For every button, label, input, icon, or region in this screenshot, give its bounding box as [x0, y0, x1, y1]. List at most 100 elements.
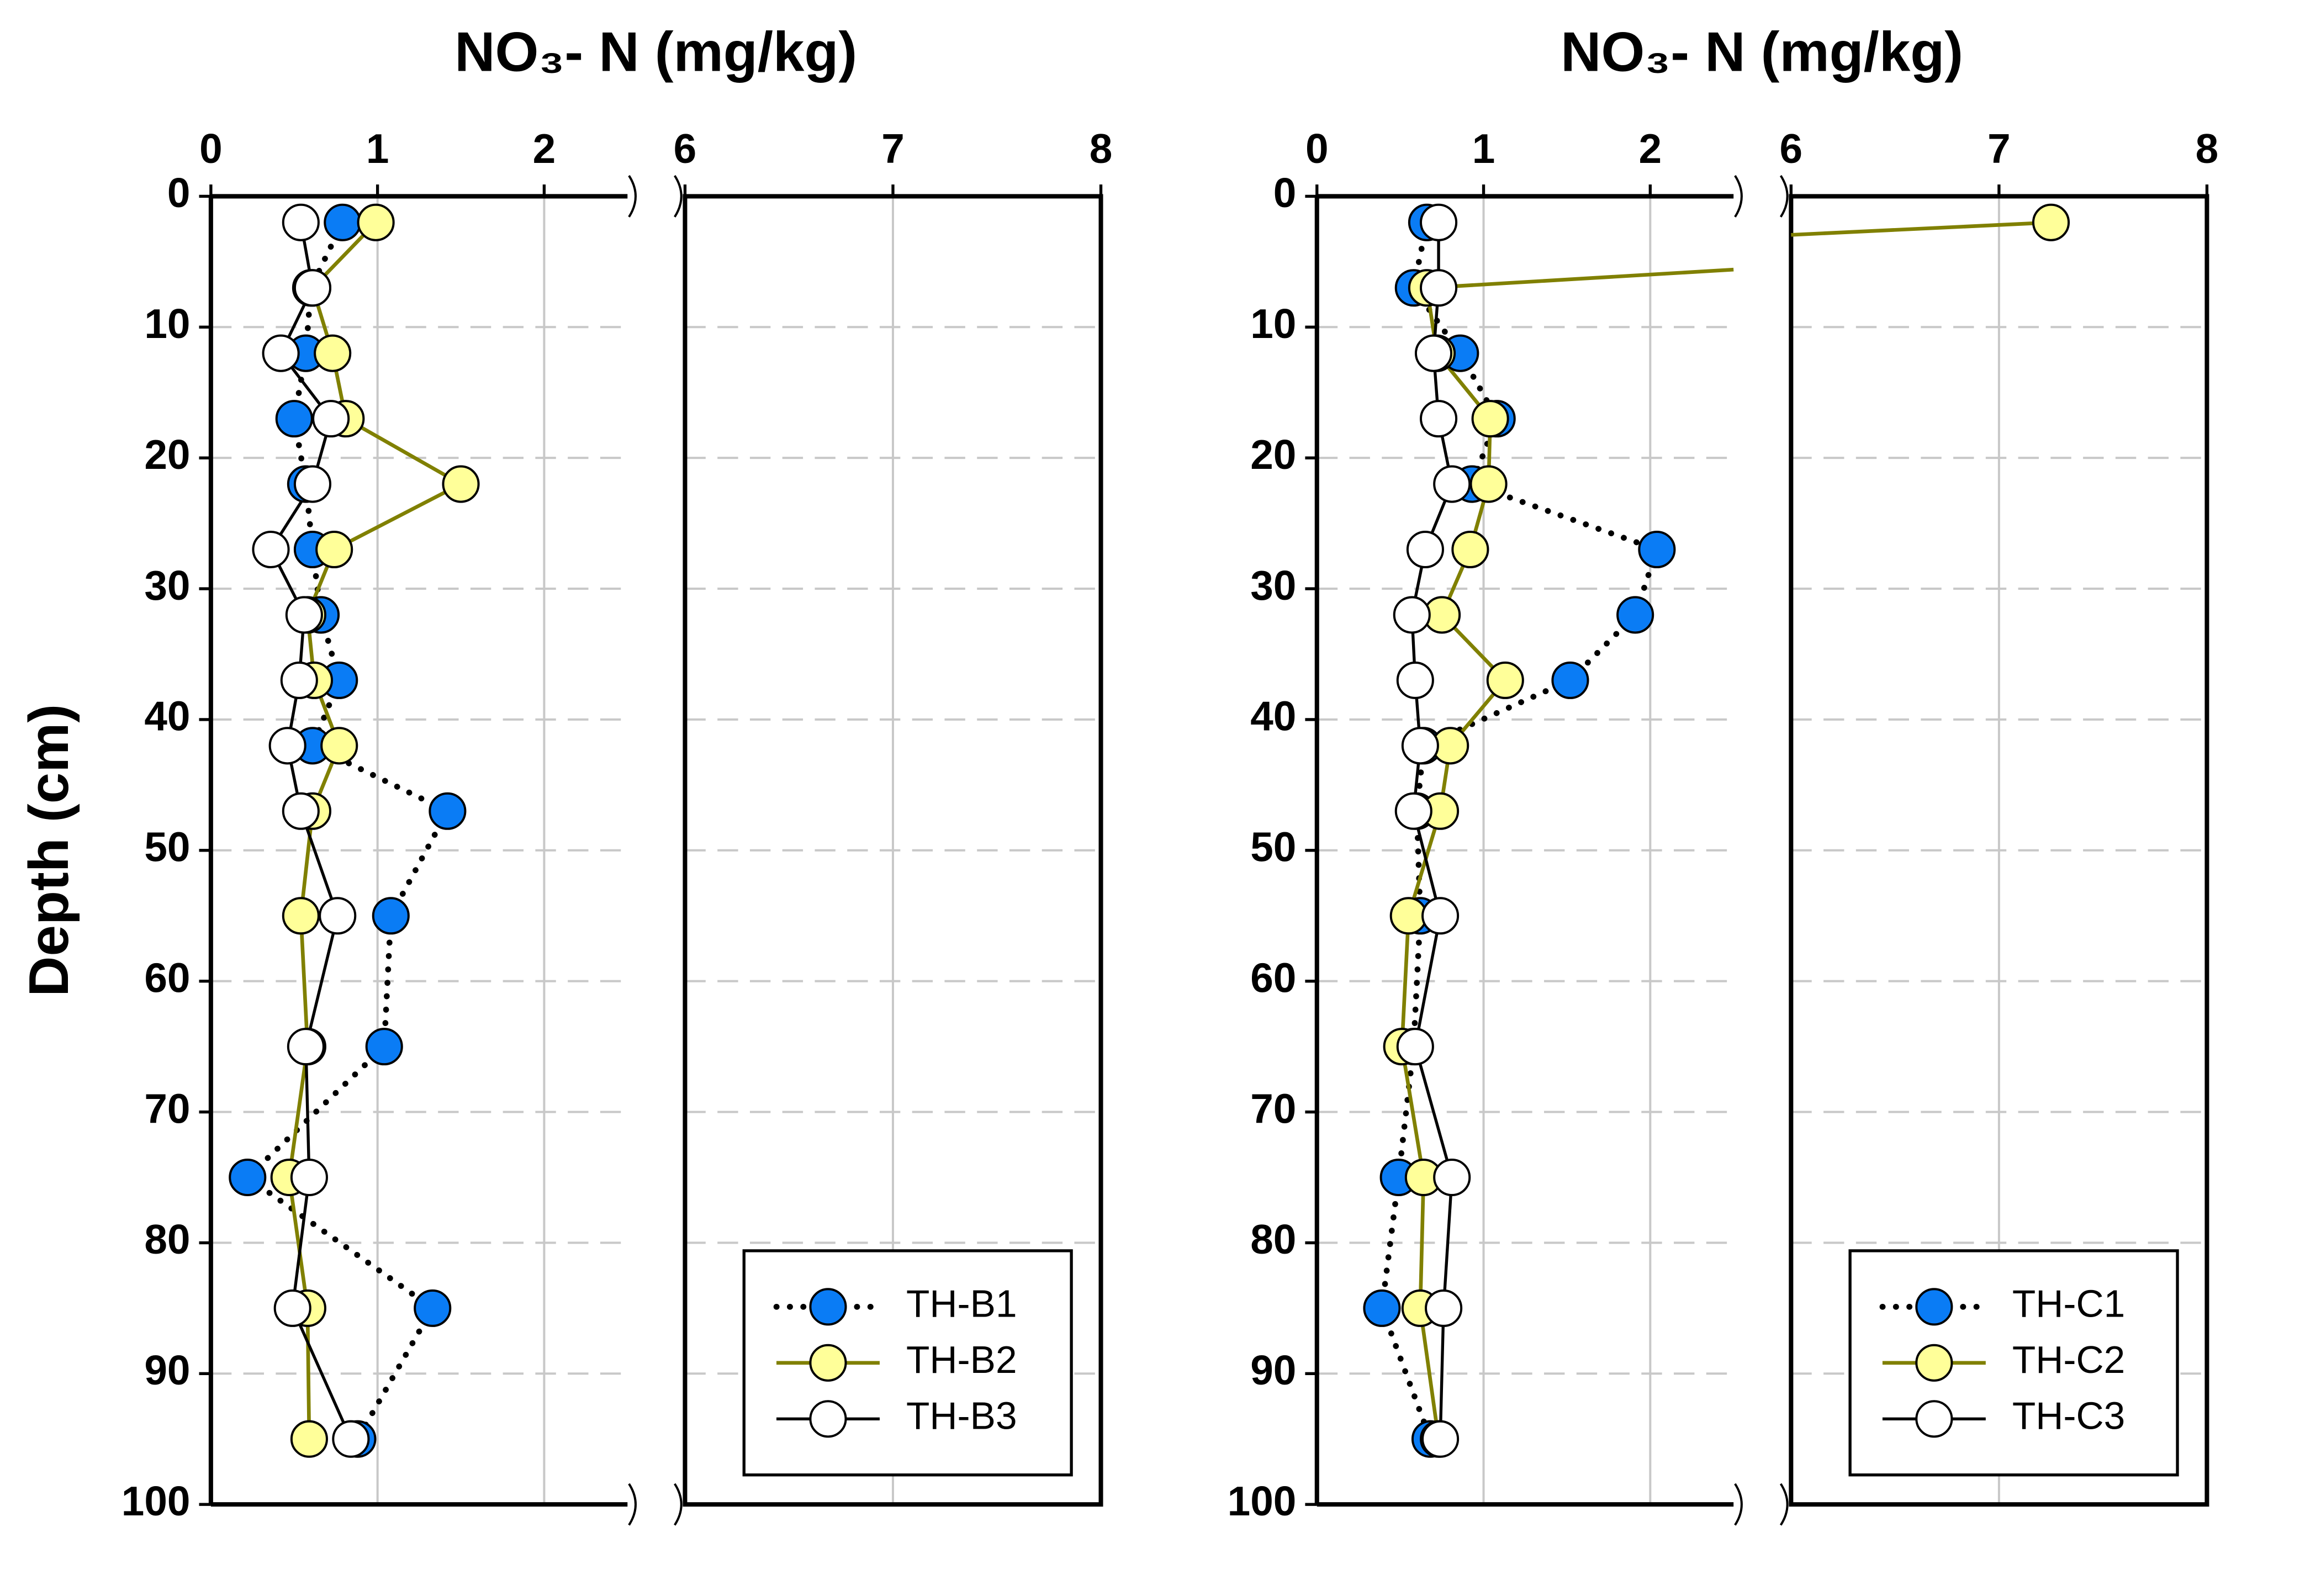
series-line — [1379, 1305, 1434, 1442]
data-point — [293, 465, 332, 503]
x-tick-label: 7 — [881, 125, 905, 172]
data-point — [1414, 334, 1453, 372]
axis-break — [1734, 1483, 1743, 1526]
x-tick-label: 6 — [1780, 125, 1803, 172]
series-line — [291, 1307, 352, 1440]
series-line — [244, 1043, 388, 1181]
data-point — [1406, 530, 1444, 569]
data-point — [1471, 400, 1509, 438]
y-tick-label: 0 — [1273, 170, 1297, 216]
series-line — [1791, 220, 2052, 237]
series-line — [381, 912, 394, 1050]
series-line — [355, 1305, 436, 1442]
data-point — [1616, 596, 1654, 634]
series-line — [1395, 1043, 1417, 1181]
x-tick-label: 0 — [199, 125, 223, 172]
x-tick-label: 8 — [2196, 125, 2219, 172]
x-tick-label: 8 — [1090, 125, 1113, 172]
data-point — [429, 792, 467, 830]
series-line — [291, 1177, 311, 1309]
series-line — [1418, 1308, 1441, 1440]
series-line — [1426, 267, 1734, 290]
axis-break — [628, 175, 637, 218]
y-tick-label: 100 — [121, 1478, 191, 1524]
legend-marker — [809, 1344, 847, 1382]
series-line — [333, 482, 462, 551]
x-tick-label: 7 — [1987, 125, 2011, 172]
y-tick-label: 30 — [144, 562, 190, 609]
data-point — [312, 400, 350, 438]
legend-label: TH-B2 — [906, 1338, 1017, 1381]
data-point — [357, 203, 395, 241]
legend-marker — [809, 1400, 847, 1438]
data-point — [1420, 400, 1458, 438]
data-point — [1393, 596, 1431, 634]
y-tick-label: 50 — [144, 824, 190, 870]
chart-title: NO₃- N (mg/kg) — [454, 20, 857, 83]
y-tick-label: 60 — [144, 954, 190, 1001]
x-tick-label: 2 — [1638, 125, 1662, 172]
data-point — [372, 897, 410, 935]
data-point — [1401, 727, 1439, 765]
legend-marker — [1915, 1400, 1953, 1438]
data-point — [2032, 203, 2070, 241]
series-line — [287, 1177, 310, 1309]
data-point — [287, 1028, 325, 1066]
chart-title: NO₃- N (mg/kg) — [1561, 20, 1963, 83]
y-tick-label: 90 — [144, 1347, 190, 1393]
series-line — [1410, 912, 1424, 1050]
y-tick-label: 30 — [1250, 562, 1296, 609]
data-point — [1394, 792, 1432, 830]
series-line — [244, 1174, 436, 1312]
axis-break — [1779, 175, 1789, 218]
y-tick-label: 100 — [1228, 1478, 1297, 1524]
data-point — [1551, 661, 1589, 699]
data-point — [324, 203, 362, 241]
data-point — [1433, 1158, 1471, 1197]
series-line — [304, 1047, 311, 1178]
y-tick-label: 90 — [1250, 1347, 1296, 1393]
data-point — [293, 269, 332, 307]
series-line — [1379, 1174, 1402, 1312]
data-point — [1420, 269, 1458, 307]
data-point — [320, 727, 358, 765]
x-tick-label: 1 — [1472, 125, 1495, 172]
x-tick-label: 6 — [674, 125, 697, 172]
legend-marker — [1915, 1288, 1953, 1326]
series — [287, 221, 462, 1439]
y-axis-label: Depth (cm) — [17, 704, 80, 997]
y-tick-label: 70 — [1250, 1085, 1296, 1132]
series-line — [1442, 1177, 1453, 1309]
y-tick-label: 10 — [1250, 300, 1296, 347]
y-tick-label: 10 — [144, 300, 190, 347]
x-tick-label: 0 — [1305, 125, 1329, 172]
data-point — [290, 1158, 328, 1197]
series-line — [1414, 1046, 1453, 1178]
axis-break — [1779, 1483, 1789, 1526]
y-tick-label: 40 — [1250, 693, 1296, 739]
y-tick-label: 80 — [1250, 1216, 1296, 1262]
legend-label: TH-C2 — [2012, 1338, 2125, 1381]
data-point — [1425, 1289, 1463, 1327]
legend-marker — [1915, 1344, 1953, 1382]
series-line — [299, 916, 310, 1047]
series-line — [1418, 1177, 1426, 1308]
x-tick-label: 2 — [533, 125, 556, 172]
data-point — [365, 1028, 403, 1066]
legend-label: TH-C3 — [2012, 1394, 2125, 1438]
data-point — [285, 596, 323, 634]
data-point — [1420, 203, 1458, 241]
data-point — [319, 897, 357, 935]
series-line — [1414, 915, 1442, 1047]
data-point — [1469, 465, 1508, 503]
data-point — [332, 1420, 370, 1458]
series-line — [1469, 481, 1660, 553]
legend-label: TH-B3 — [906, 1394, 1017, 1438]
data-point — [282, 203, 320, 241]
data-point — [1363, 1289, 1401, 1327]
y-tick-label: 50 — [1250, 824, 1296, 870]
series-line — [287, 1046, 310, 1178]
data-point — [315, 530, 353, 569]
data-point — [1396, 1028, 1434, 1066]
